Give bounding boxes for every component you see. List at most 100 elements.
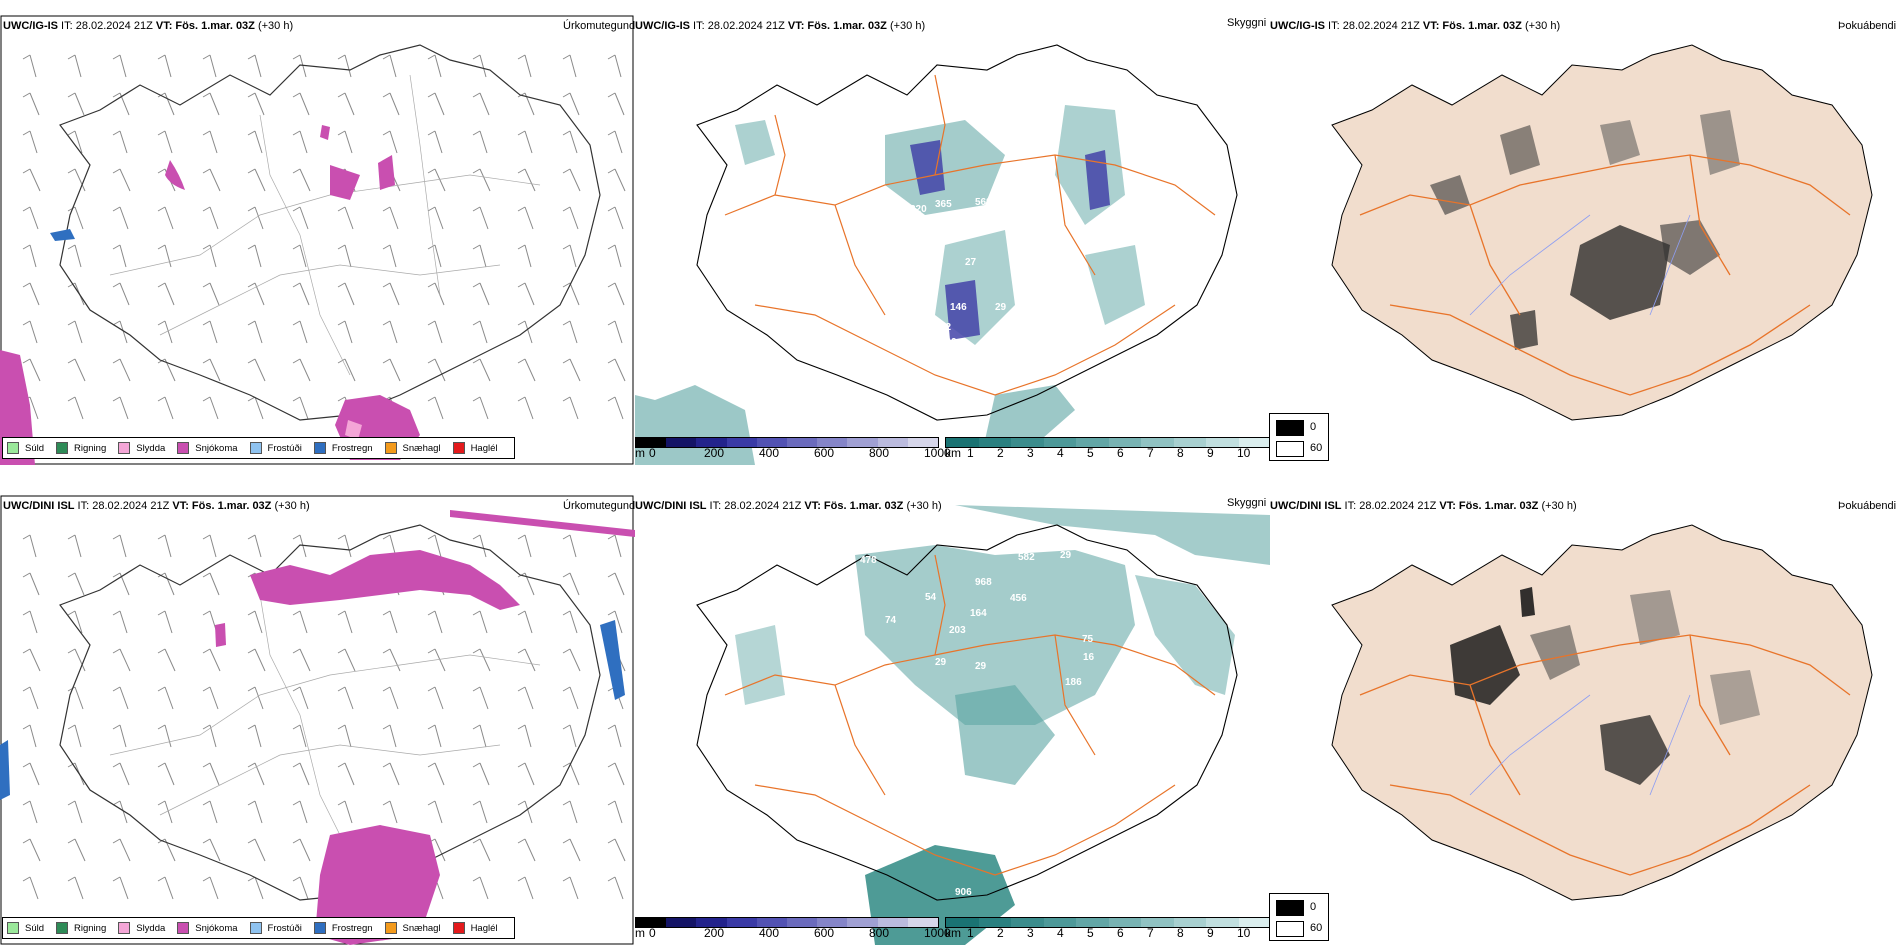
wind-barb [247, 206, 264, 230]
wind-barb [292, 92, 310, 116]
colorbar-segment [1043, 438, 1076, 447]
legend-label: Frostúði [267, 442, 302, 454]
wind-barb [112, 838, 131, 862]
legend-label: Haglél [470, 442, 498, 454]
colorbar-segment [1011, 918, 1044, 927]
wind-barb [607, 54, 622, 78]
wind-barb [247, 876, 264, 900]
precip-legend-item: Súld [7, 922, 44, 934]
ceiling-value-label: 37 [1035, 297, 1047, 308]
legend-label: Slydda [136, 442, 166, 454]
precip-legend-item: Rigning [56, 922, 106, 934]
wind-barb [157, 206, 174, 230]
wind-barb [112, 610, 128, 634]
wind-barb [22, 800, 38, 824]
wind-barb [202, 320, 218, 344]
wind-barb [67, 168, 86, 192]
wind-barb [112, 130, 128, 154]
wind-barb [157, 610, 173, 634]
wind-barb [427, 54, 442, 78]
legend-swatch [118, 442, 131, 454]
wind-barb [607, 320, 623, 344]
colorbar-segment [1173, 438, 1206, 447]
wind-barb [607, 724, 622, 748]
colorbar-segment [1108, 918, 1141, 927]
wind-barb [202, 244, 217, 268]
precip-legend-item: Haglél [452, 442, 498, 454]
wind-barb [427, 648, 446, 672]
fog-swatch [1276, 921, 1304, 937]
fog-map-dini [1331, 524, 1873, 901]
wind-barb [472, 876, 489, 900]
wind-barb [202, 762, 220, 786]
wind-barb [157, 396, 174, 420]
colorbar-tick: 6 [1117, 926, 1124, 940]
fog-legend-value: 0 [1310, 901, 1317, 913]
wind-barb [517, 534, 532, 558]
wind-barb [247, 168, 266, 192]
colorbar-unit: m [635, 926, 645, 940]
legend-swatch [249, 922, 262, 934]
wind-barb [427, 206, 444, 230]
wind-barb [517, 206, 534, 230]
wind-barb [247, 244, 262, 268]
wind-barb [517, 244, 532, 268]
wind-barb [562, 876, 579, 900]
wind-barb [427, 724, 442, 748]
legend-swatch [384, 442, 397, 454]
colorbar-segment [907, 918, 939, 927]
wind-barb [337, 800, 353, 824]
wind-barb [562, 320, 578, 344]
precip-legend-item: Frostúði [249, 922, 302, 934]
wind-barb [472, 244, 487, 268]
wind-barb [67, 54, 82, 78]
wind-barb [292, 838, 311, 862]
wind-barb [607, 800, 623, 824]
colorbar-tick: 1000 [924, 446, 951, 460]
wind-barb [67, 800, 83, 824]
wind-barb [382, 648, 401, 672]
colorbar-unit: m [635, 446, 645, 460]
colorbar-segment [1206, 918, 1239, 927]
wind-barb [292, 610, 308, 634]
wind-barb [382, 800, 398, 824]
ceiling-value-label: 27 [1020, 187, 1032, 198]
wind-barb [382, 724, 397, 748]
colorbar-segment [1238, 918, 1271, 927]
wind-barb [292, 534, 307, 558]
wind-barb [472, 130, 488, 154]
wind-barb [382, 206, 399, 230]
wind-barb [157, 244, 172, 268]
wind-barb [247, 358, 266, 382]
colorbar-tick: 600 [814, 446, 835, 460]
colorbar-segment [1076, 438, 1109, 447]
wind-barb [427, 244, 442, 268]
ceiling-value-label: 75 [1082, 634, 1094, 645]
precip-legend-item: Haglél [452, 922, 498, 934]
wind-barb [562, 244, 577, 268]
colorbar-segment [696, 438, 727, 447]
wind-barb [517, 838, 536, 862]
panel-header: UWC/IG-IS IT: 28.02.2024 21Z VT: Fös. 1.… [3, 20, 294, 32]
precip-legend-item: Frostregn [313, 922, 373, 934]
wind-barb [427, 762, 445, 786]
wind-barb [202, 800, 218, 824]
wind-barb [517, 396, 534, 420]
wind-barb [517, 686, 534, 710]
wind-barb [517, 724, 532, 748]
wind-barb [472, 686, 489, 710]
wind-barb [157, 762, 175, 786]
wind-barb [157, 320, 173, 344]
legend-swatch [118, 922, 131, 934]
wind-barb [112, 762, 130, 786]
wind-barb [337, 648, 356, 672]
colorbar-tick: 800 [869, 446, 890, 460]
wind-barb [292, 876, 309, 900]
colorbar-tick: 5 [1087, 926, 1094, 940]
wind-barb [517, 762, 535, 786]
colorbar-tick: 800 [869, 926, 890, 940]
wind-barb [112, 244, 127, 268]
ceiling-value-label: 29 [1060, 550, 1072, 561]
ceiling-value-label: 72 [940, 322, 952, 333]
